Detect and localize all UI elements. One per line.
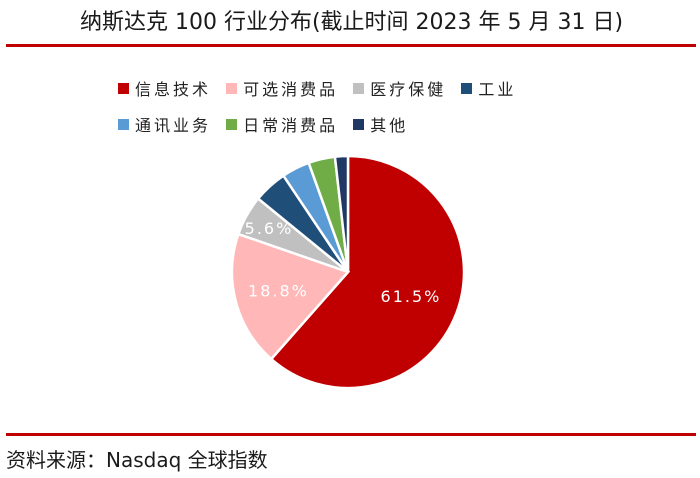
legend-row-2: 通讯业务 日常消费品 其他: [118, 112, 578, 148]
pie-slice-other: [333, 154, 350, 273]
legend-item-consumer-staples: 日常消费品: [226, 112, 338, 136]
pie-slice-consumer-discretionary: [230, 232, 351, 361]
legend-swatch-consumer-staples: [226, 118, 238, 130]
legend-label-info-tech: 信息技术: [135, 80, 212, 99]
legend-item-communication: 通讯业务: [118, 112, 211, 136]
pie-slice-info-tech: [269, 154, 466, 390]
legend-item-other: 其他: [353, 112, 408, 136]
data-label-info-tech: 61.5%: [381, 287, 442, 306]
legend-label-communication: 通讯业务: [135, 116, 212, 135]
legend-label-consumer-discretionary: 可选消费品: [243, 80, 339, 99]
legend-label-consumer-staples: 日常消费品: [243, 116, 339, 135]
data-label-healthcare: 5.6%: [245, 219, 294, 238]
legend-swatch-communication: [118, 118, 129, 130]
data-label-consumer-discretionary: 18.8%: [248, 281, 309, 300]
legend-row-1: 信息技术 可选消费品 医疗保健 工业: [118, 76, 578, 112]
legend-item-industrials: 工业: [461, 76, 516, 100]
legend-swatch-industrials: [461, 82, 473, 94]
legend-swatch-healthcare: [353, 82, 365, 94]
legend-label-healthcare: 医疗保健: [370, 80, 447, 99]
top-divider: [6, 44, 696, 47]
legend-item-consumer-discretionary: 可选消费品: [226, 76, 338, 100]
legend-label-other: 其他: [370, 116, 409, 135]
chart-title: 纳斯达克 100 行业分布(截止时间 2023 年 5 月 31 日): [80, 10, 624, 35]
source-note: 资料来源：Nasdaq 全球指数: [6, 448, 268, 472]
legend: 信息技术 可选消费品 医疗保健 工业 通讯业务 日常消费品 其他: [118, 76, 578, 148]
legend-swatch-info-tech: [118, 82, 129, 94]
legend-item-info-tech: 信息技术: [118, 76, 211, 100]
legend-swatch-consumer-discretionary: [226, 82, 238, 94]
bottom-divider: [6, 433, 696, 436]
legend-label-industrials: 工业: [478, 80, 517, 99]
legend-item-healthcare: 医疗保健: [353, 76, 446, 100]
legend-swatch-other: [353, 118, 365, 130]
